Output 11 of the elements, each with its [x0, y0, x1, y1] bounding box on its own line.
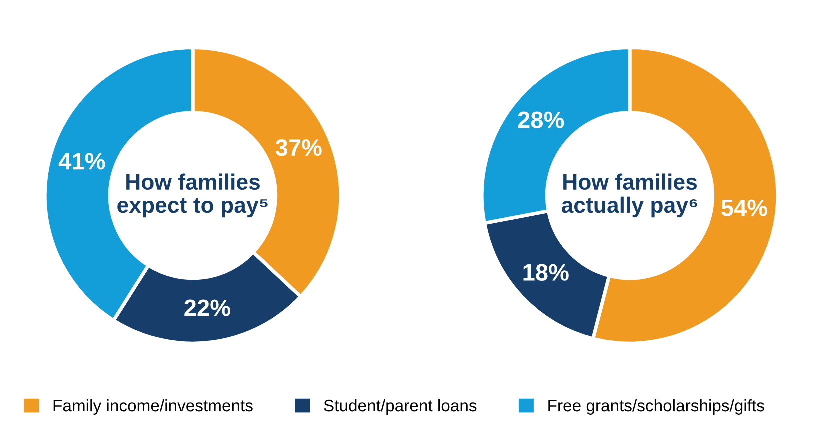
data-label: 41%	[58, 153, 106, 170]
data-label: 37%	[276, 139, 322, 156]
data-label: 18%	[524, 264, 569, 281]
text: How families actually pay⁶	[562, 174, 698, 218]
data-label: 22%	[184, 300, 230, 316]
legend-label: Student/parent loans	[324, 399, 477, 415]
data-label: 28%	[518, 112, 564, 128]
legend-label: Free grants/scholarships/gifts	[548, 399, 764, 415]
legend-label: Family income/investments	[54, 399, 253, 415]
data-label: 54%	[722, 200, 768, 216]
text: How families expect to pay⁵	[118, 174, 268, 218]
